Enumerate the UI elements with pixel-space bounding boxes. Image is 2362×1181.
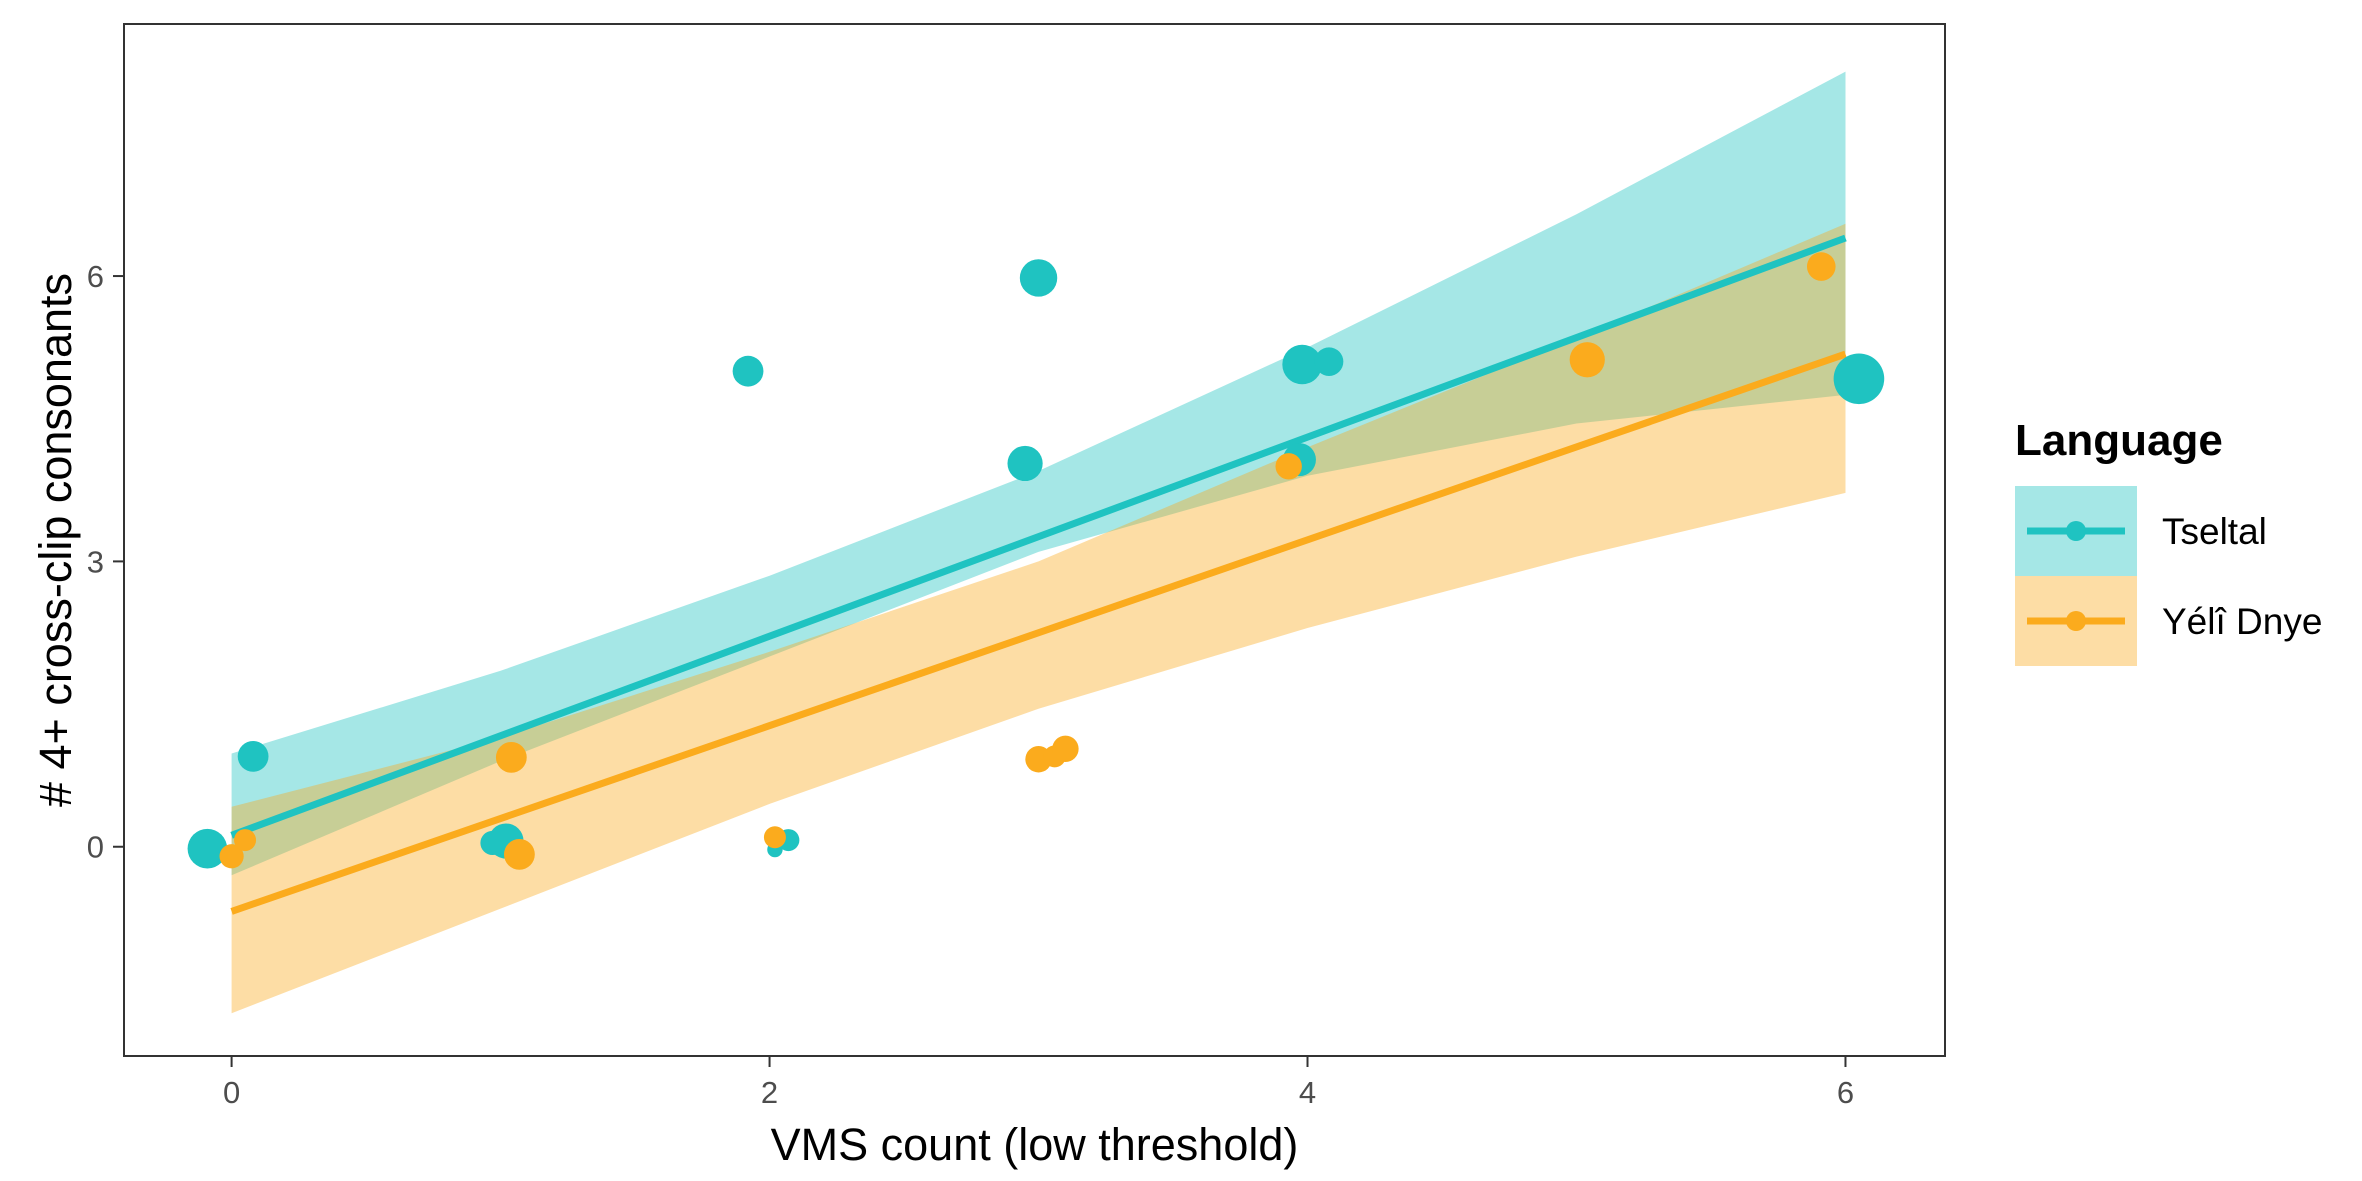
y-tick-label: 6 [87, 259, 104, 294]
confidence-bands [231, 71, 1846, 1014]
point-tseltal [187, 828, 228, 869]
x-axis-title: VMS count (low threshold) [771, 1119, 1299, 1170]
legend-key-point [2066, 611, 2086, 631]
point-tseltal [1833, 353, 1885, 405]
fit-lines [230, 234, 1847, 915]
data-points [187, 252, 1885, 870]
fit-line-tseltal [230, 234, 1847, 839]
point-tseltal [1007, 445, 1043, 482]
x-tick-label: 2 [761, 1075, 778, 1110]
point-tseltal [237, 740, 269, 772]
y-axis-title: # 4+ cross-clip consonants [30, 273, 81, 807]
point-yeli-dnye [1569, 342, 1605, 378]
y-tick-label: 3 [87, 544, 104, 579]
x-tick-label: 4 [1299, 1075, 1316, 1110]
point-yeli-dnye [763, 826, 786, 849]
legend-label-tseltal: Tseltal [2162, 511, 2267, 552]
point-yeli-dnye [495, 741, 527, 773]
point-yeli-dnye [234, 829, 257, 852]
legend-key-point [2066, 521, 2086, 541]
y-axis: 0 3 6 [87, 259, 124, 865]
point-yeli-dnye [219, 844, 244, 869]
legend: Language Tseltal Yélî Dnye [2015, 416, 2322, 666]
point-yeli-dnye [1052, 735, 1079, 762]
x-tick-label: 0 [223, 1075, 240, 1110]
legend-title: Language [2015, 416, 2223, 465]
point-tseltal [1282, 344, 1322, 385]
point-yeli-dnye [1806, 252, 1836, 281]
point-yeli-dnye [504, 838, 535, 870]
fit-line-yeli-dnye [230, 350, 1847, 915]
point-yeli-dnye [1275, 453, 1302, 480]
point-tseltal [1314, 347, 1344, 376]
point-tseltal [732, 355, 764, 387]
legend-label-yeli-dnye: Yélî Dnye [2162, 601, 2322, 642]
x-axis: 0 2 4 6 [223, 1056, 1854, 1110]
plot-panel-border [123, 23, 1946, 1057]
x-tick-label: 6 [1837, 1075, 1854, 1110]
band-yeli-dnye [231, 223, 1846, 1014]
y-tick-label: 0 [87, 830, 104, 865]
point-tseltal [1019, 259, 1058, 297]
